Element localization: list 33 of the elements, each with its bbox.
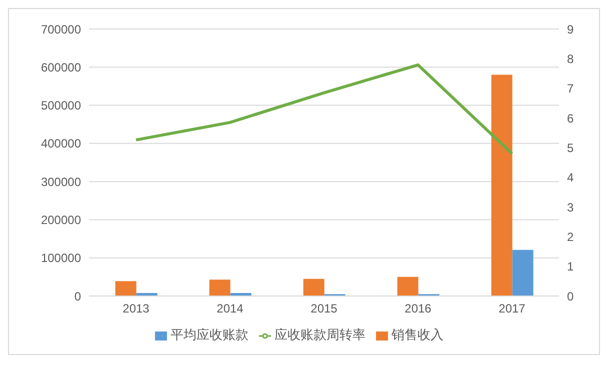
y-tick-label: 500000	[40, 98, 82, 113]
bar	[512, 250, 534, 296]
bar	[303, 278, 324, 296]
legend-label: 平均应收账款	[170, 327, 248, 342]
y2-tick-label: 3	[567, 200, 574, 214]
bar	[115, 281, 136, 296]
y-tick-label: 300000	[40, 174, 82, 189]
y-tick-label: 600000	[40, 60, 82, 74]
y2-tick-label: 0	[567, 289, 574, 304]
x-tick-label: 2013	[122, 302, 150, 316]
legend-label: 应收账款周转率	[274, 327, 366, 342]
y-tick-label: 100000	[40, 251, 82, 266]
line-series	[134, 63, 514, 156]
y2-tick-label: 2	[567, 230, 574, 244]
x-tick-label: 2014	[216, 302, 244, 316]
bar	[397, 276, 418, 296]
x-tick-label: 2017	[498, 302, 526, 316]
y-tick-label: 700000	[40, 22, 82, 36]
y2-tick-label: 7	[567, 82, 574, 96]
y-tick-label: 0	[74, 289, 82, 304]
y2-tick-label: 6	[567, 111, 574, 126]
x-tick-label: 2016	[404, 302, 432, 316]
y2-tick-label: 4	[567, 170, 574, 185]
y-tick-label: 200000	[40, 212, 82, 227]
y2-tick-label: 1	[567, 260, 574, 274]
y2-tick-label: 8	[567, 52, 574, 66]
bar	[491, 74, 512, 296]
y-tick-label: 400000	[40, 136, 82, 151]
bar	[209, 280, 230, 296]
y2-tick-label: 5	[567, 140, 574, 155]
legend-label: 销售收入	[392, 327, 444, 342]
y2-tick-label: 9	[567, 22, 574, 36]
x-tick-label: 2015	[310, 302, 338, 316]
